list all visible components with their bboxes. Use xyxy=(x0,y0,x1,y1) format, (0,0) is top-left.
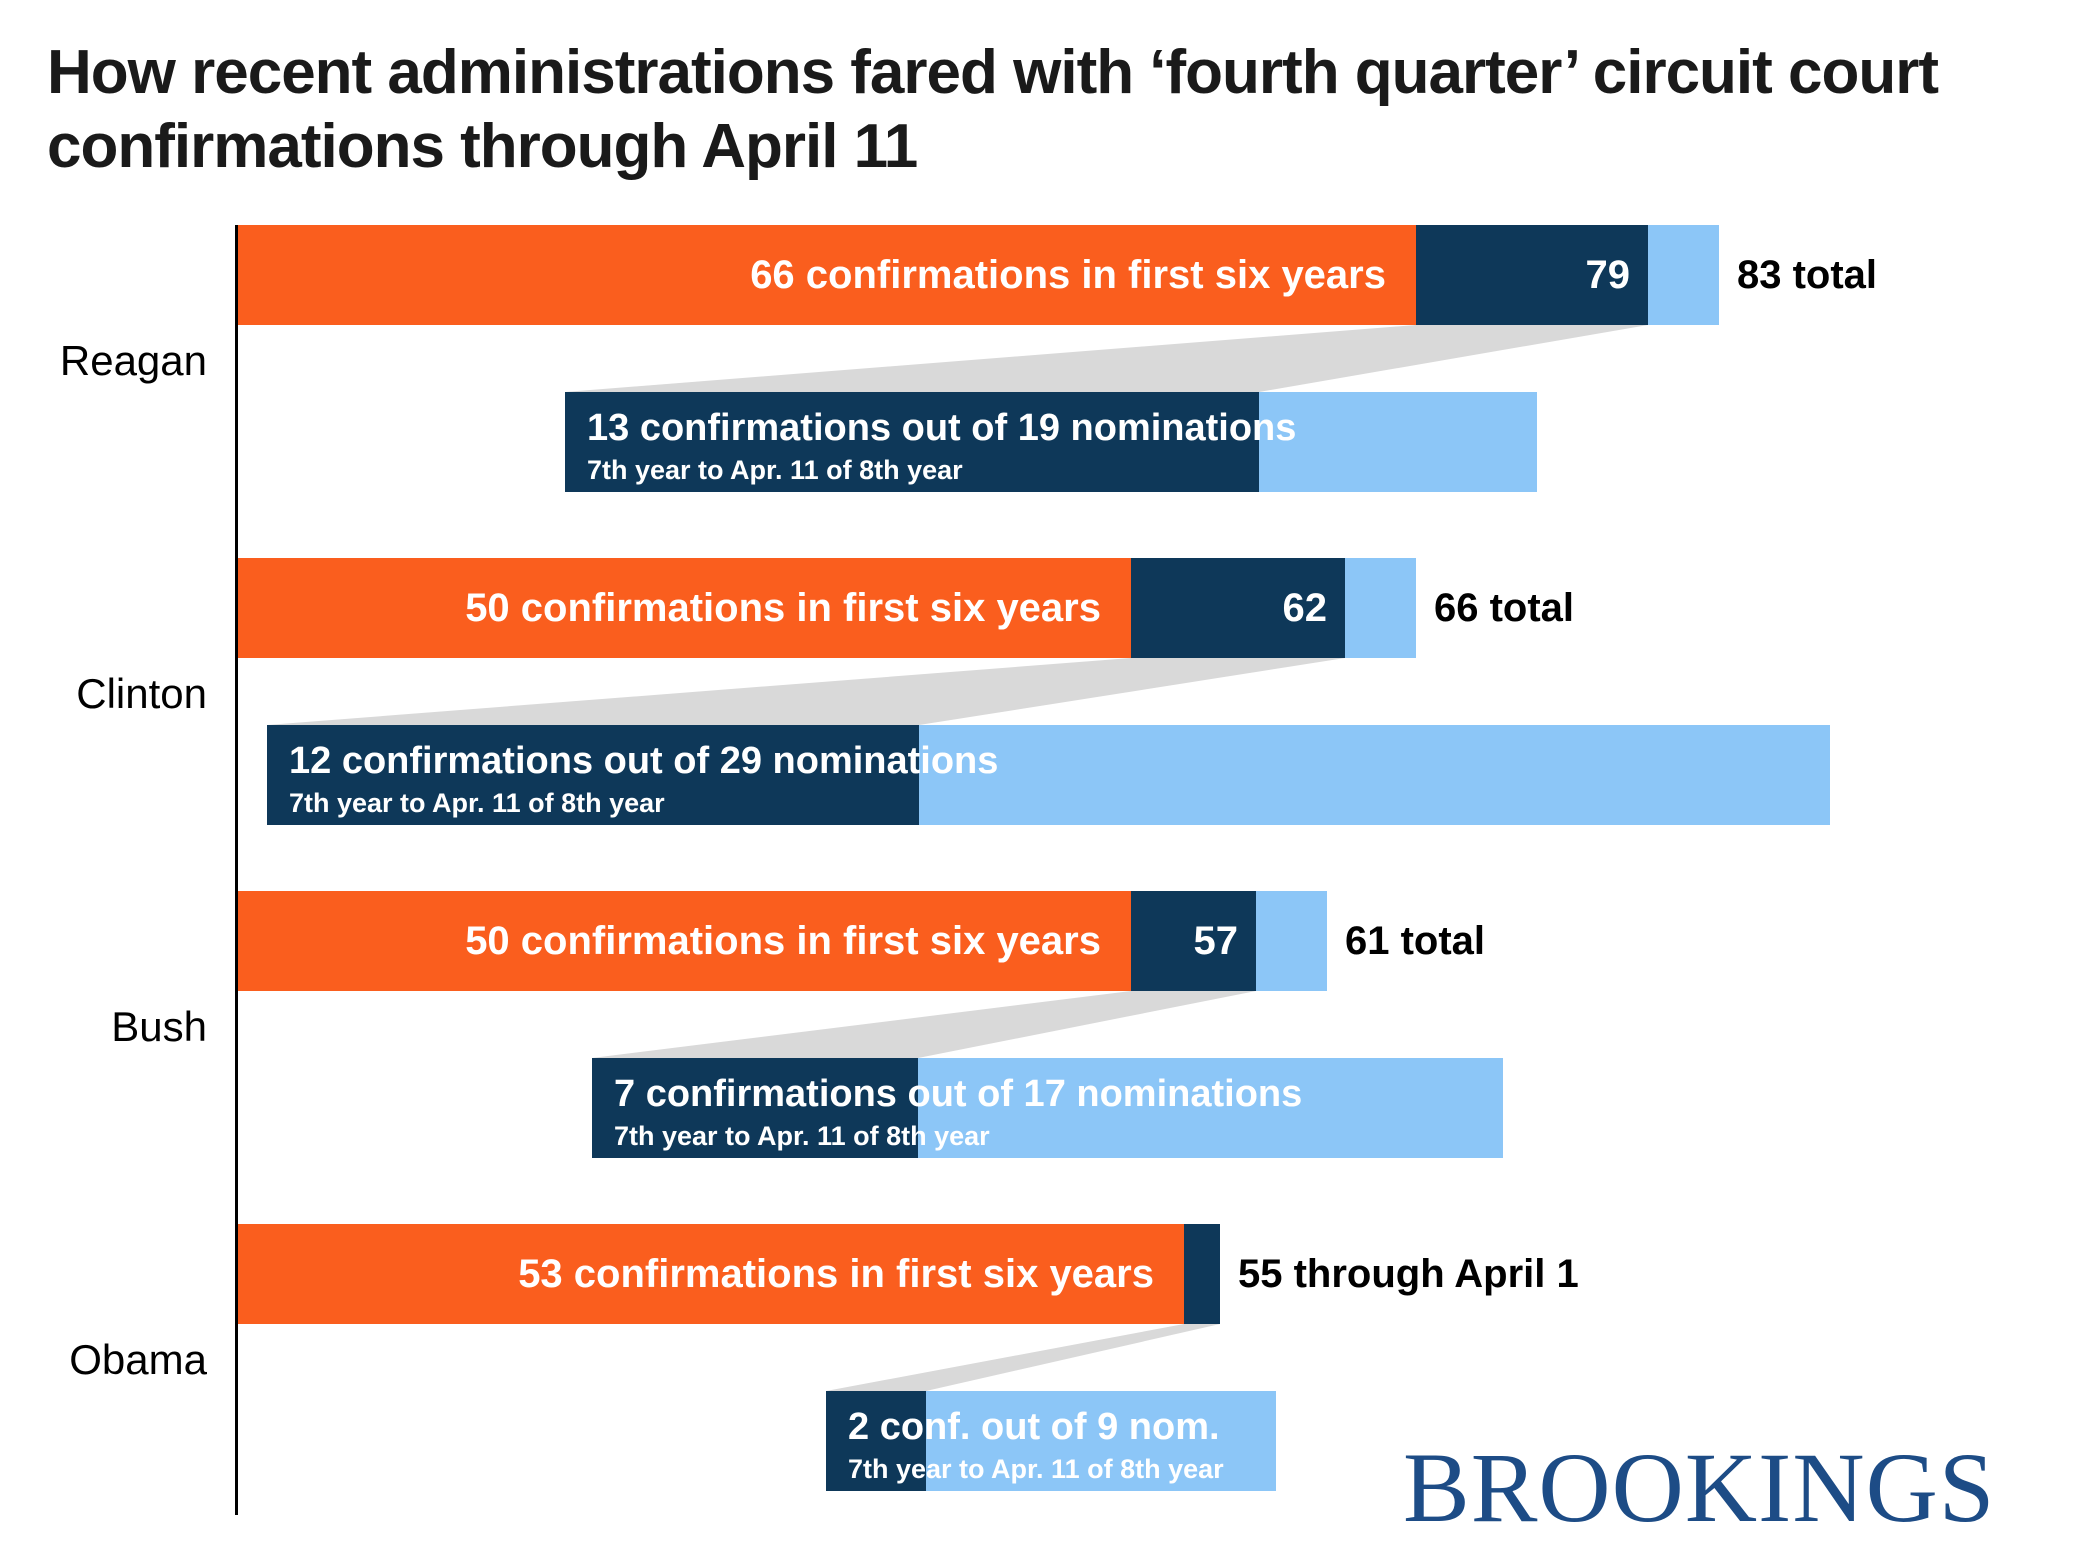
bar-mid-value-label-reagan: 79 xyxy=(1585,253,1631,297)
bar-first-six-years-label-reagan: 66 confirmations in first six years xyxy=(750,253,1386,297)
axis-label-bush: Bush xyxy=(111,1003,207,1050)
bar-remainder-bush xyxy=(1256,891,1327,991)
axis-label-obama: Obama xyxy=(69,1336,207,1383)
bar-total-label-clinton: 66 total xyxy=(1434,586,1575,630)
bar-mid-value-label-clinton: 62 xyxy=(1282,586,1328,630)
subbar-nominations-remainder-clinton xyxy=(919,725,1830,825)
bar-first-six-years-label-bush: 50 confirmations in first six years xyxy=(465,919,1101,963)
bar-total-label-reagan: 83 total xyxy=(1737,253,1878,297)
subbar-text-reagan: 13 confirmations out of 19 nominations 7t… xyxy=(587,403,1296,487)
axis-label-clinton: Clinton xyxy=(76,670,207,717)
bar-fourth-quarter-confirmed-reagan: 79 xyxy=(1416,225,1648,325)
chart-title: How recent administrations fared with ‘f… xyxy=(47,36,1939,184)
bar-fourth-quarter-confirmed-clinton: 62 xyxy=(1131,558,1345,658)
zoom-connector-reagan xyxy=(565,325,1648,392)
bar-first-six-years-clinton: 50 confirmations in first six years xyxy=(237,558,1131,658)
bar-first-six-years-label-clinton: 50 confirmations in first six years xyxy=(465,586,1101,630)
chart-title-line2: confirmations through April 11 xyxy=(47,112,918,181)
subbar-text-clinton: 12 confirmations out of 29 nominations 7t… xyxy=(289,736,998,820)
subbar-confirmations-bush xyxy=(592,1058,918,1158)
bar-first-six-years-bush: 50 confirmations in first six years xyxy=(237,891,1131,991)
y-axis-line xyxy=(235,225,238,1515)
subbar-nominations-remainder-bush xyxy=(918,1058,1503,1158)
bar-first-six-years-obama: 53 confirmations in first six years xyxy=(237,1224,1184,1324)
zoom-connector-obama xyxy=(826,1324,1220,1391)
subbar-confirmations-clinton xyxy=(267,725,919,825)
bar-total-label-bush: 61 total xyxy=(1345,919,1486,963)
subbar-nominations-remainder-reagan xyxy=(1259,392,1537,492)
chart-title-line1: How recent administrations fared with ‘f… xyxy=(47,38,1939,107)
bar-fourth-quarter-confirmed-obama xyxy=(1184,1224,1220,1324)
subbar-sublabel-obama: 7th year to Apr. 11 of 8th year xyxy=(848,1454,1224,1484)
subbar-label-clinton: 12 confirmations out of 29 nominations xyxy=(289,740,999,782)
brookings-logo: BROOKINGS xyxy=(1403,1432,1996,1542)
subbar-text-bush: 7 confirmations out of 17 nominations 7th… xyxy=(614,1069,1302,1153)
bar-first-six-years-label-obama: 53 confirmations in first six years xyxy=(518,1252,1154,1296)
axis-label-reagan: Reagan xyxy=(59,337,207,384)
subbar-text-obama: 2 conf. out of 9 nom. 7th year to Apr. 11… xyxy=(848,1402,1224,1486)
bar-first-six-years-reagan: 66 confirmations in first six years xyxy=(237,225,1416,325)
bar-fourth-quarter-confirmed-bush: 57 xyxy=(1131,891,1256,991)
bar-remainder-reagan xyxy=(1648,225,1719,325)
bar-total-label-obama: 55 through April 1 xyxy=(1238,1252,1579,1296)
zoom-connector-clinton xyxy=(267,658,1345,725)
zoom-connector-bush xyxy=(592,991,1256,1058)
subbar-sublabel-bush: 7th year to Apr. 11 of 8th year xyxy=(614,1121,990,1151)
subbar-sublabel-clinton: 7th year to Apr. 11 of 8th year xyxy=(289,788,665,818)
subbar-confirmations-reagan xyxy=(565,392,1259,492)
subbar-confirmations-obama xyxy=(826,1391,926,1491)
subbar-sublabel-reagan: 7th year to Apr. 11 of 8th year xyxy=(587,455,963,485)
subbar-label-reagan: 13 confirmations out of 19 nominations xyxy=(587,407,1297,449)
subbar-label-bush: 7 confirmations out of 17 nominations xyxy=(614,1073,1303,1115)
subbar-nominations-remainder-obama xyxy=(926,1391,1276,1491)
bar-mid-value-label-bush: 57 xyxy=(1193,919,1239,963)
bar-remainder-clinton xyxy=(1345,558,1416,658)
subbar-label-obama: 2 conf. out of 9 nom. xyxy=(848,1406,1220,1448)
